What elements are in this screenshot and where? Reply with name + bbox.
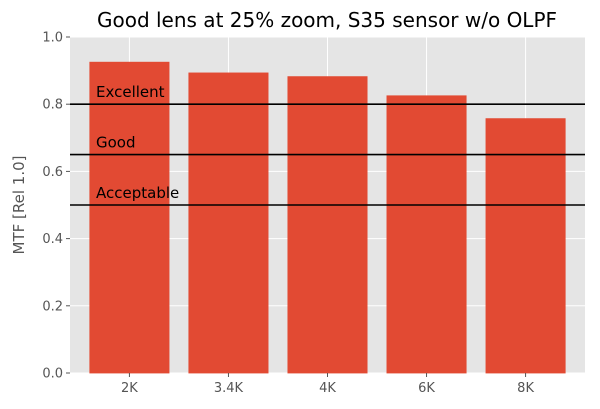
y-tick-label: 0.6 [42, 165, 63, 180]
y-tick-label: 0.2 [42, 299, 63, 314]
x-tick-label: 3.4K [214, 381, 244, 396]
x-tick-label: 8K [517, 381, 534, 396]
x-tick-label: 4K [319, 381, 336, 396]
reference-label-good: Good [96, 134, 136, 152]
reference-label-acceptable: Acceptable [96, 184, 179, 202]
y-tick-label: 1.0 [42, 31, 63, 46]
x-tick-label: 2K [121, 381, 138, 396]
y-axis-ticks: 0.0 0.2 0.4 0.6 0.8 1.0 [42, 31, 70, 382]
y-tick-label: 0.4 [42, 232, 63, 247]
bar-4k [287, 76, 368, 374]
chart-title: Good lens at 25% zoom, S35 sensor w/o OL… [97, 8, 557, 32]
reference-lines: Excellent Good Acceptable [70, 83, 585, 206]
y-axis-label: MTF [Rel 1.0] [10, 156, 28, 255]
x-tick-label: 6K [418, 381, 435, 396]
y-tick-label: 0.0 [42, 367, 63, 382]
y-tick-label: 0.8 [42, 98, 63, 113]
bar-2k [89, 61, 170, 374]
bars [89, 61, 566, 374]
bar-6k [386, 95, 467, 374]
bar-8k [485, 118, 566, 374]
x-axis-ticks: 2K 3.4K 4K 6K 8K [121, 373, 534, 396]
bar-3-4k [188, 72, 269, 374]
reference-label-excellent: Excellent [96, 83, 165, 101]
